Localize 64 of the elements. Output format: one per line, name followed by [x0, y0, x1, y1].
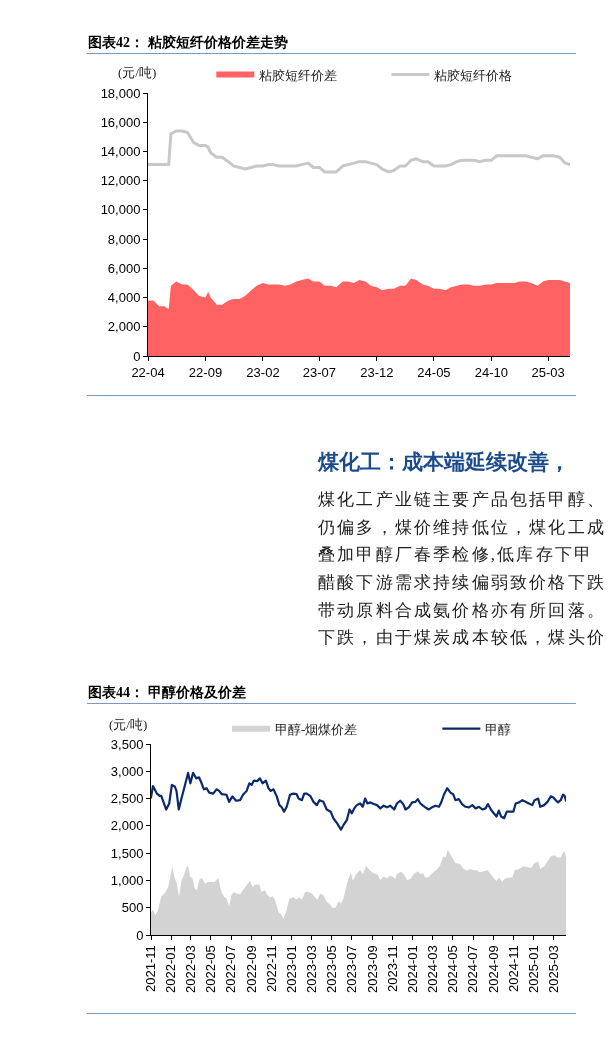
text: 带动原料合成氨价格亦有所回落。: [318, 599, 607, 622]
x-tick-label: 2024-03: [424, 945, 440, 993]
x-tick-label: 23-12: [360, 364, 394, 380]
y-tick-label: 1,500: [110, 845, 144, 861]
y-tick-label: 0: [136, 927, 144, 943]
legend-label: 粘胶短纤价格: [434, 67, 513, 83]
y-tick-label: 18,000: [100, 85, 141, 101]
x-tick-label: 2024-11: [505, 945, 521, 992]
x-tick-label: 22-09: [188, 364, 223, 380]
x-tick-label: 2022-09: [243, 945, 259, 993]
x-tick-label: 22-04: [131, 364, 165, 380]
legend-label: 粘胶短纤价差: [259, 67, 338, 83]
x-tick-label: 25-03: [531, 364, 565, 380]
x-tick-label: 2023-11: [384, 945, 400, 992]
x-tick-label: 2023-05: [323, 945, 339, 993]
x-tick-label: 2025-03: [545, 945, 561, 993]
y-tick-label: 12,000: [100, 173, 141, 189]
text: 煤化工：成本端延续改善，: [318, 449, 571, 476]
y-tick-label: 6,000: [107, 260, 141, 276]
x-tick-label: 2023-01: [284, 945, 300, 993]
y-axis-title: (元/吨): [118, 65, 157, 80]
y-tick-label: 8,000: [107, 231, 141, 247]
y-tick-label: 1,000: [110, 872, 144, 888]
x-tick-label: 2022-07: [223, 945, 239, 993]
x-tick-label: 24-05: [417, 364, 451, 380]
x-tick-label: 2022-03: [182, 945, 198, 993]
text: 煤化工产业链主要产品包括甲醇、: [318, 489, 607, 511]
x-tick-label: 2025-01: [526, 945, 542, 993]
y-axis-title: (元/吨): [109, 717, 148, 732]
x-tick-label: 23-02: [246, 364, 280, 380]
y-tick-label: 3,000: [110, 763, 144, 779]
x-tick-label: 2023-09: [364, 945, 380, 993]
x-tick-label: 2023-03: [303, 945, 319, 993]
y-tick-label: 4,000: [107, 290, 141, 306]
y-tick-label: 0: [133, 348, 141, 364]
x-tick-label: 2024-05: [445, 945, 461, 993]
legend-label: 甲醇: [485, 721, 512, 737]
x-tick-label: 2021-11: [143, 945, 159, 992]
x-tick-label: 2024-09: [485, 945, 501, 993]
y-tick-label: 2,500: [110, 791, 144, 807]
y-tick-label: 14,000: [100, 143, 141, 159]
text: 叠加甲醇厂春季检修,低库存下甲: [318, 544, 595, 567]
text: 醋酸下游需求持续偏弱致价格下跌: [318, 572, 607, 595]
y-tick-label: 2,000: [107, 319, 141, 335]
y-tick-label: 16,000: [100, 114, 141, 130]
line-series: [151, 771, 566, 831]
chart-title: 图表42： 粘胶短纤价格价差走势: [87, 33, 576, 54]
x-tick-label: 2024-07: [465, 945, 481, 993]
legend-label: 甲醇-烟煤价差: [274, 721, 358, 737]
x-tick-label: 2023-07: [344, 945, 360, 993]
chart-title: 图表44： 甲醇价格及价差: [87, 683, 576, 704]
x-tick-label: 24-10: [474, 364, 509, 380]
y-tick-label: 10,000: [100, 202, 141, 218]
text: 仍偏多，煤价维持低位，煤化工成: [318, 516, 607, 539]
x-tick-label: 2022-05: [203, 945, 219, 993]
y-tick-label: 500: [121, 900, 144, 916]
x-tick-label: 2022-01: [163, 945, 179, 993]
x-tick-label: 2024-01: [404, 945, 420, 993]
y-tick-label: 2,000: [110, 818, 144, 834]
x-tick-label: 23-07: [302, 364, 336, 380]
line-series: [148, 129, 570, 174]
x-tick-label: 2022-11: [264, 945, 280, 992]
text: 下跌，由于煤炭成本较低，煤头价: [318, 627, 607, 650]
y-tick-label: 3,500: [110, 736, 144, 752]
